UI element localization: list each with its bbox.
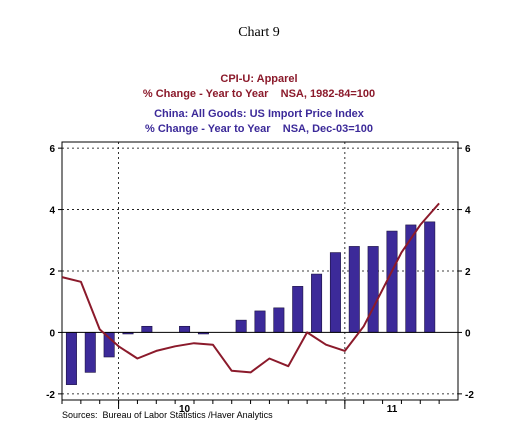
source-note: Sources: Bureau of Labor Statistics /Hav… [62, 410, 273, 420]
chart-heading: Chart 9 [238, 25, 280, 40]
y-tick-label-right: 6 [465, 144, 471, 155]
x-tick-label: 11 [387, 404, 398, 415]
line-series-title: CPI-U: Apparel [220, 73, 297, 85]
bar-series-subtitle: % Change - Year to Year NSA, Dec-03=100 [145, 123, 373, 135]
y-tick-label-right: -2 [465, 390, 474, 401]
bar [367, 246, 379, 333]
y-tick-label-left: 4 [49, 206, 55, 217]
y-tick-label-left: 2 [49, 267, 55, 278]
bar [84, 332, 96, 373]
bar [386, 230, 398, 333]
bar [405, 224, 417, 333]
bar [348, 246, 360, 333]
bar [141, 325, 153, 333]
y-tick-label-left: -2 [46, 390, 55, 401]
bar [292, 286, 304, 333]
line-series-subtitle: % Change - Year to Year NSA, 1982-84=100 [143, 88, 375, 100]
plot-area: -2 -2 0 0 2 2 4 4 6 6 10 11 [46, 141, 474, 415]
bar [65, 332, 77, 385]
y-tick-label-left: 6 [49, 144, 55, 155]
bar [103, 332, 115, 358]
bar [235, 319, 247, 333]
bar [311, 273, 323, 333]
bar-series-title: China: All Goods: US Import Price Index [154, 108, 365, 120]
bar [179, 325, 191, 333]
y-tick-label-left: 0 [49, 328, 55, 339]
bar [254, 310, 266, 333]
y-tick-label-right: 0 [465, 328, 471, 339]
y-tick-label-right: 2 [465, 267, 471, 278]
bar [424, 221, 436, 333]
x-tick-label: 10 [179, 404, 191, 415]
bar [329, 252, 341, 333]
series-line [61, 202, 440, 374]
bar [273, 307, 285, 333]
y-tick-label-right: 4 [465, 206, 471, 217]
